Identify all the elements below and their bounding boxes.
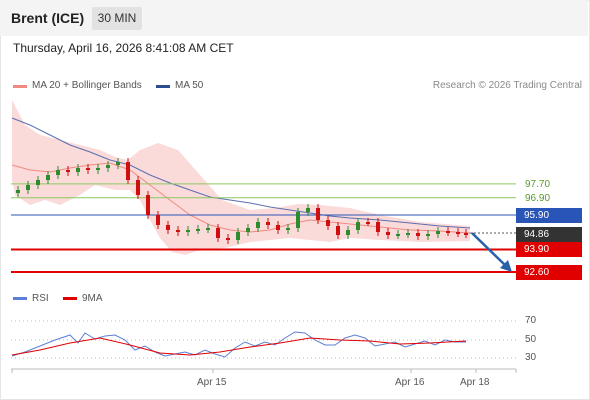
candle-body	[66, 170, 70, 172]
candle-body	[286, 228, 290, 230]
ma50-line	[11, 117, 471, 229]
support-2-tag: 92.60	[516, 265, 582, 280]
candle-body	[156, 215, 160, 225]
rsi-legend-swatch	[13, 297, 27, 300]
rsi-tick-70: 70	[525, 315, 537, 326]
candle-body	[256, 222, 260, 228]
rsi-line	[11, 331, 466, 358]
ma50-legend-label: MA 50	[175, 80, 204, 91]
candle-body	[464, 233, 468, 235]
timeframe-button[interactable]: 30 MIN	[92, 7, 142, 30]
candle-body	[356, 222, 360, 230]
candle-body	[146, 195, 150, 215]
rsi-legend-label: RSI	[32, 293, 49, 304]
chart-header: Brent (ICE) 30 MIN	[0, 0, 588, 36]
x-axis-label: Apr 15	[197, 377, 227, 388]
rsi-tick-30: 30	[525, 352, 537, 363]
candle-body	[26, 185, 30, 190]
candle-body	[456, 232, 460, 234]
ma20-legend-swatch	[13, 85, 27, 88]
resistance-1-label: 96.90	[525, 193, 551, 204]
candle-body	[366, 222, 370, 224]
candle-body	[196, 229, 200, 231]
candle-body	[16, 190, 20, 193]
candle-body	[206, 228, 210, 230]
candle-body	[86, 168, 90, 170]
forecast-arrow-shaft	[471, 232, 507, 267]
forecast-arrow-head	[500, 260, 512, 272]
candle-body	[226, 238, 230, 240]
candle-body	[416, 233, 420, 236]
candle-body	[106, 165, 110, 168]
x-axis-label: Apr 16	[395, 377, 425, 388]
candle-body	[76, 168, 80, 172]
candle-body	[406, 233, 410, 235]
support-1-tag: 93.90	[516, 242, 582, 257]
candle-body	[296, 212, 300, 228]
candle-body	[36, 180, 40, 185]
datetime-label: Thursday, April 16, 2026 8:41:08 AM CET	[13, 41, 234, 55]
rsi-ma-line	[11, 337, 467, 356]
candle-body	[96, 168, 100, 170]
pivot-level-tag: 95.90	[516, 208, 582, 223]
rsi-ma-legend-label: 9MA	[82, 293, 103, 304]
candle-body	[446, 231, 450, 233]
candle-body	[436, 231, 440, 234]
candle-body	[386, 232, 390, 235]
candle-body	[276, 225, 280, 230]
candle-body	[246, 228, 250, 232]
candle-body	[316, 208, 320, 220]
candle-body	[336, 226, 340, 235]
candle-body	[136, 180, 140, 195]
ma20-legend-label: MA 20 + Bollinger Bands	[32, 80, 142, 91]
instrument-title: Brent (ICE)	[11, 10, 85, 26]
candle-body	[126, 162, 130, 180]
candle-body	[176, 230, 180, 232]
ma50-legend-swatch	[156, 85, 170, 88]
x-axis-label: Apr 18	[460, 377, 490, 388]
candle-body	[266, 222, 270, 225]
candle-body	[306, 208, 310, 212]
candle-body	[396, 234, 400, 236]
candle-body	[166, 225, 170, 230]
candle-body	[216, 228, 220, 238]
bollinger-bands	[12, 100, 470, 255]
candle-body	[116, 162, 120, 165]
candle-body	[346, 230, 350, 235]
last-price-tag: 94.86	[516, 227, 582, 242]
candle-body	[326, 220, 330, 226]
candle-body	[56, 170, 60, 175]
candle-body	[186, 230, 190, 232]
copyright-label: Research © 2026 Trading Central	[432, 80, 582, 91]
candle-body	[46, 175, 50, 180]
candle-body	[426, 234, 430, 236]
candle-body	[236, 232, 240, 240]
rsi-ma-legend-swatch	[63, 297, 77, 300]
ma20-line	[11, 162, 471, 234]
resistance-2-label: 97.70	[525, 179, 551, 190]
rsi-tick-50: 50	[525, 334, 537, 345]
candle-body	[376, 222, 380, 232]
